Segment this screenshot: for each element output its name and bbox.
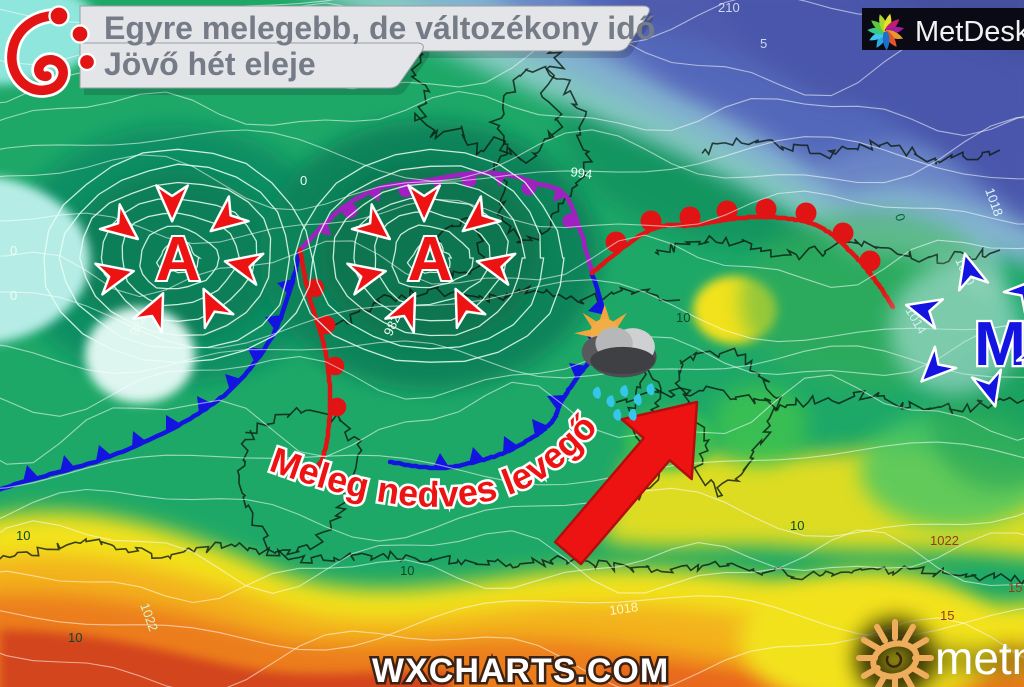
svg-text:M: M (974, 310, 1024, 379)
svg-text:10: 10 (68, 630, 82, 645)
svg-text:15: 15 (1008, 580, 1022, 595)
svg-text:Jövő hét eleje: Jövő hét eleje (104, 46, 316, 82)
svg-text:A: A (408, 225, 453, 294)
svg-text:5: 5 (760, 36, 767, 51)
svg-text:10: 10 (400, 563, 414, 578)
svg-text:Egyre melegebb, de változékony: Egyre melegebb, de változékony idő (104, 10, 655, 46)
svg-text:WXCHARTS.COM: WXCHARTS.COM (372, 652, 669, 687)
svg-text:10: 10 (676, 310, 690, 325)
svg-text:0: 0 (300, 173, 307, 188)
svg-text:A: A (156, 225, 201, 294)
svg-text:MetDesk: MetDesk (915, 16, 1024, 48)
svg-text:210: 210 (718, 0, 740, 15)
svg-text:1022: 1022 (930, 533, 959, 548)
svg-text:10: 10 (16, 528, 30, 543)
svg-text:0: 0 (10, 288, 17, 303)
svg-text:994: 994 (570, 164, 594, 182)
svg-text:0: 0 (10, 243, 17, 258)
svg-text:metnet: metnet (935, 632, 1024, 684)
svg-text:10: 10 (790, 518, 804, 533)
svg-text:15: 15 (940, 608, 954, 623)
